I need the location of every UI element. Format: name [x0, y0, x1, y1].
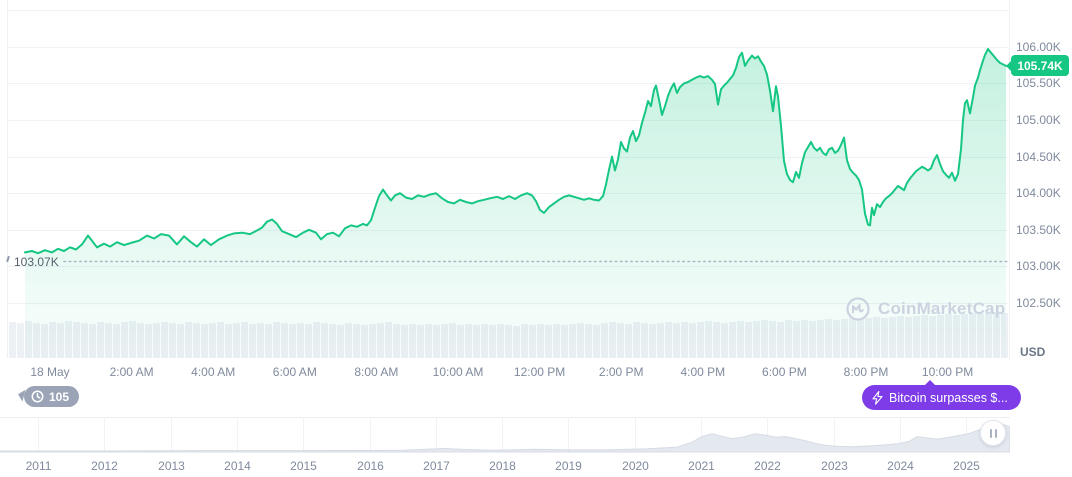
- x-axis-tick: 12:00 PM: [513, 365, 566, 379]
- timeline-year-label: 2019: [555, 459, 582, 473]
- x-axis-tick: 10:00 AM: [432, 365, 484, 379]
- timeline-year-label: 2017: [423, 459, 450, 473]
- x-axis-tick: 18 May: [30, 365, 70, 379]
- axis-separator: [1009, 0, 1010, 360]
- y-axis-tick: 103.50K: [1016, 222, 1061, 237]
- price-area: [25, 49, 1006, 358]
- x-axis-tick: 4:00 PM: [680, 365, 726, 379]
- timeline-area: [0, 422, 1010, 453]
- timeline-year-label: 2013: [158, 459, 185, 473]
- event-count-badge[interactable]: 105: [24, 386, 80, 407]
- timeline-year-label: 2022: [754, 459, 781, 473]
- timeline-year-label: 2015: [290, 459, 317, 473]
- y-axis-tick: 106.00K: [1016, 39, 1061, 54]
- timeline-year-label: 2024: [887, 459, 914, 473]
- open-price-label: 103.07K: [14, 255, 59, 269]
- y-axis-tick: 104.50K: [1016, 149, 1061, 164]
- event-count-label: 105: [49, 389, 70, 404]
- timeline-year-label: 2012: [91, 459, 118, 473]
- timeline-year-label: 2011: [25, 459, 52, 473]
- y-axis-tick: 105.00K: [1016, 113, 1061, 127]
- current-price-badge: 105.74K: [1006, 55, 1069, 77]
- price-chart[interactable]: [0, 0, 1010, 362]
- y-axis-tick: 104.00K: [1016, 186, 1061, 201]
- timeline-year-label: 2020: [622, 459, 649, 473]
- news-label: Bitcoin surpasses $...: [889, 390, 1008, 405]
- history-clock-icon: [31, 390, 44, 403]
- timeline-year-label: 2016: [357, 459, 384, 473]
- x-axis-tick: 4:00 AM: [191, 365, 236, 379]
- timeline-year-label: 2014: [224, 459, 251, 473]
- timeline-year-label: 2021: [688, 459, 715, 473]
- price-line: [24, 48, 1007, 255]
- x-axis-tick: 8:00 AM: [354, 365, 399, 379]
- y-axis-tick: 102.50K: [1016, 295, 1061, 310]
- timeline-year-label: 2025: [953, 459, 980, 473]
- news-badge[interactable]: Bitcoin surpasses $...: [862, 380, 1021, 410]
- y-axis-tick: 105.50K: [1016, 76, 1061, 91]
- x-axis-tick: 6:00 PM: [762, 365, 807, 379]
- timeline-year-label: 2018: [489, 459, 516, 473]
- x-axis-tick: 2:00 AM: [109, 365, 154, 379]
- x-axis-tick: 8:00 PM: [843, 365, 889, 379]
- lightning-bolt-icon: [872, 390, 883, 405]
- y-axis-tick: 103.00K: [1016, 259, 1061, 274]
- x-axis-tick: 10:00 PM: [921, 365, 974, 379]
- timeline-year-axis: 2011 2012 2013 2014 2015 2016 2017 2018 2019 2020…: [0, 459, 1010, 474]
- x-axis-tick: 2:00 PM: [598, 365, 644, 379]
- x-axis-tick: 6:00 AM: [272, 365, 317, 379]
- y-axis: 106.00K 105.50K 105.00K 104.50K 104.00K 103.5…: [1016, 0, 1072, 360]
- timeline-brush-chart[interactable]: [0, 413, 1010, 458]
- x-axis: 18 May 2:00 AM 4:00 AM 6:00 AM 8:00 AM 10:00 …: [0, 365, 1010, 381]
- usd-label: USD: [1020, 345, 1046, 359]
- timeline-year-label: 2023: [821, 459, 848, 473]
- brush-right-handle[interactable]: [980, 420, 1006, 446]
